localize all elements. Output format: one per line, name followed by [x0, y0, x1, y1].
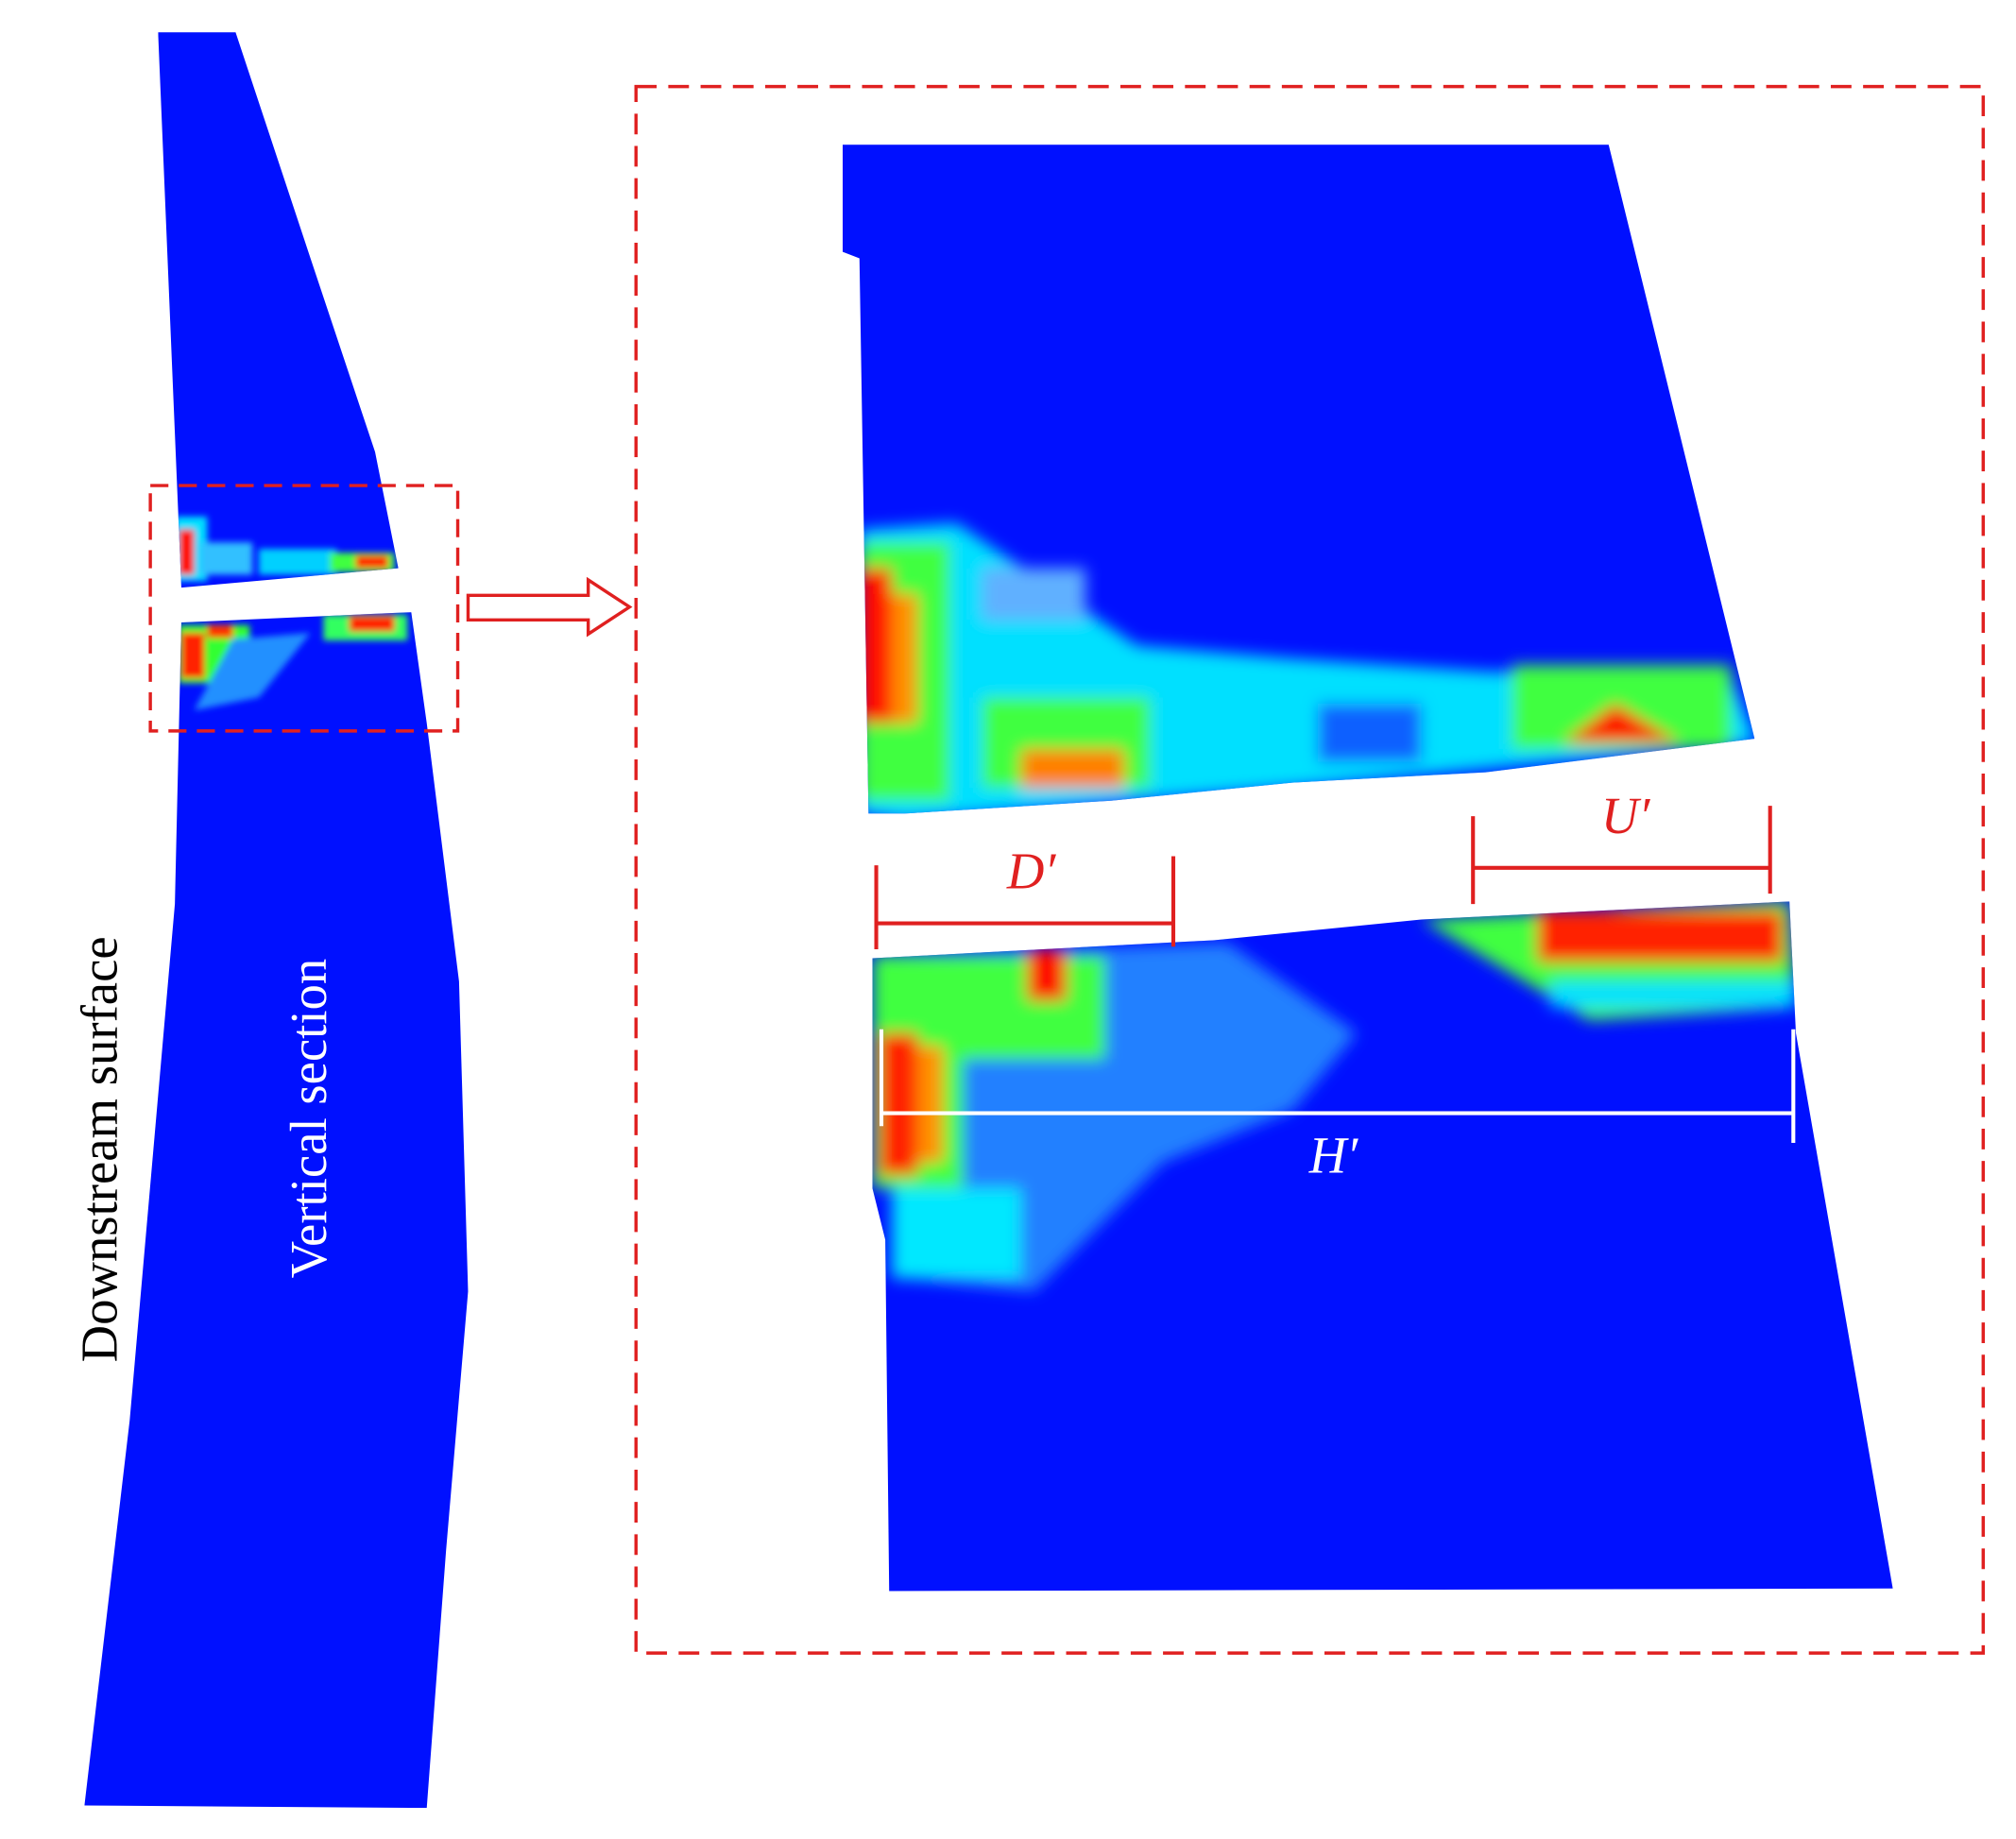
- zoom-frame: [634, 84, 1986, 1655]
- label-inner: Vertical section: [280, 959, 337, 1279]
- zoom-arrow: [466, 576, 633, 638]
- u-bracket: [1471, 806, 1772, 905]
- section-top: [158, 32, 399, 588]
- label-h: H′: [1308, 1126, 1358, 1183]
- zoom-panel: D′ U′ H′: [634, 84, 1986, 1655]
- h-bracket: [879, 1029, 1796, 1144]
- left-section: Downstream surface Vertical section: [71, 32, 469, 1809]
- zoom-region: [148, 484, 460, 733]
- damage-zoom-bottom: [872, 901, 1797, 1292]
- label-d: D′: [1006, 843, 1056, 900]
- damage-bottom: [179, 614, 408, 711]
- label-outer: Downstream surface: [71, 936, 128, 1362]
- d-bracket: [874, 856, 1176, 949]
- label-u: U′: [1601, 787, 1650, 844]
- damage-top: [175, 516, 395, 582]
- damage-zoom-top: [859, 522, 1755, 814]
